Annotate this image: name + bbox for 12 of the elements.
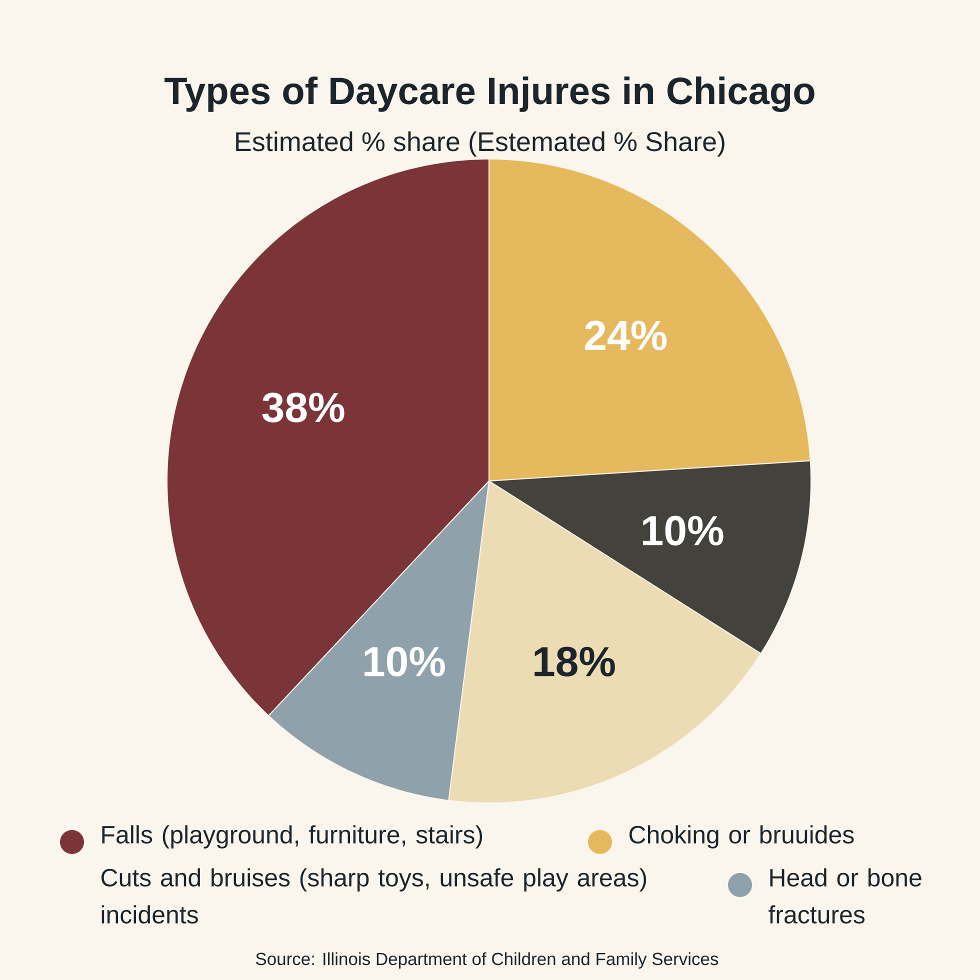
data-label: 10% [642, 516, 724, 546]
legend-label: Choking or bruuides [629, 825, 854, 849]
data-label: 24% [585, 320, 667, 350]
data-label: 10% [364, 646, 445, 677]
chart-subtitle: Estimated % share (Estemated % Share) [236, 131, 724, 157]
source-note: Source: Illinois Department of Children and Family Services [256, 952, 718, 969]
legend-label: Falls (playground, furniture, stairs) [102, 825, 482, 849]
chart-title: Types of Daycare Injures in Chicago [164, 76, 814, 112]
text: Cuts and bruises (sharp toys, unsafe play areas) incidents [101, 868, 646, 924]
legend-label: Head or bone fractures [768, 868, 922, 924]
data-label: 38% [262, 392, 344, 422]
data-label: 18% [534, 646, 615, 677]
